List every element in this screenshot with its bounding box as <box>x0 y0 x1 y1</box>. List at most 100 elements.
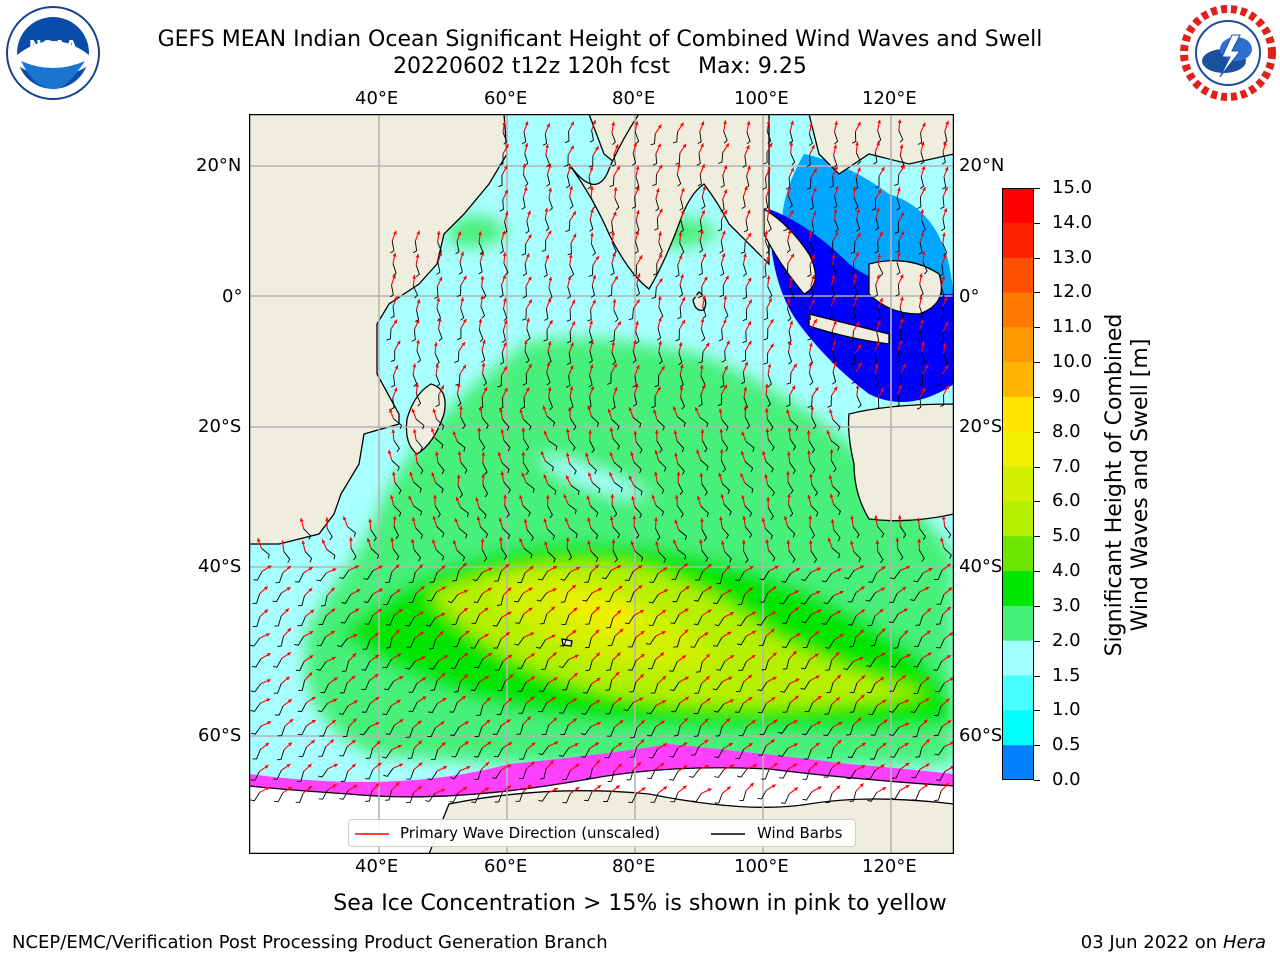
wave-direction-arrowhead <box>658 208 663 213</box>
wave-direction-arrowhead <box>674 519 678 524</box>
wave-direction-arrowhead <box>743 405 748 410</box>
wind-barb <box>789 438 797 451</box>
lon-tick-bottom-60E: 60°E <box>484 856 528 877</box>
wind-barb <box>720 175 725 188</box>
wind-barb <box>624 615 635 625</box>
wave-direction-arrowhead <box>523 340 528 344</box>
wind-barb <box>536 592 547 602</box>
wind-barb <box>629 681 637 693</box>
wind-barb <box>800 680 811 690</box>
wind-barb <box>809 241 814 254</box>
wave-direction-arrowhead <box>375 722 380 726</box>
wind-barb <box>427 727 436 738</box>
wave-direction-arrowhead <box>353 700 358 704</box>
wind-barb <box>934 746 945 756</box>
wave-direction-arrowhead <box>285 608 289 613</box>
wave-direction-arrowhead <box>597 721 601 726</box>
wave-direction-arrowhead <box>568 254 573 258</box>
wave-direction-arrowhead <box>748 674 752 679</box>
wave-direction-arrowhead <box>378 565 383 570</box>
wind-barb <box>385 725 395 735</box>
wave-direction-arrowhead <box>522 163 527 168</box>
wave-direction-arrowhead <box>635 320 639 325</box>
wind-barb <box>365 791 373 802</box>
wave-direction-arrowhead <box>527 276 532 281</box>
wind-barb <box>494 571 502 582</box>
wind-barb <box>658 351 663 365</box>
wave-direction-arrowhead <box>683 742 688 746</box>
wave-direction-arrowhead <box>393 319 398 324</box>
wave-direction-arrowhead <box>874 515 878 520</box>
colorbar-tick-mark <box>1034 675 1040 677</box>
wave-direction-arrowhead <box>771 697 776 701</box>
wind-barb <box>547 551 556 563</box>
wind-barb <box>940 196 945 210</box>
wave-direction-arrowhead <box>503 320 508 324</box>
wind-barb <box>849 791 857 803</box>
wave-direction-arrowhead <box>457 451 462 455</box>
wave-direction-arrowhead <box>566 428 570 433</box>
wind-barb <box>612 550 618 563</box>
wind-barb <box>779 769 789 779</box>
wave-direction-arrowhead <box>416 339 420 344</box>
wave-direction-arrowhead <box>792 651 797 655</box>
wave-direction-arrowhead <box>485 676 489 680</box>
colorbar-tick-mark <box>1034 571 1040 573</box>
wind-barb <box>701 528 708 542</box>
wind-barb <box>542 133 548 146</box>
wind-barb <box>777 724 789 734</box>
wave-direction-arrowhead <box>767 363 772 368</box>
wave-direction-arrowhead <box>354 565 359 569</box>
wind-barb <box>503 263 509 276</box>
wave-direction-arrowhead <box>748 697 753 701</box>
wind-barb <box>940 307 945 320</box>
wave-direction-arrowhead <box>836 761 841 766</box>
wind-barb <box>870 749 879 760</box>
wave-direction-arrowhead <box>853 273 858 278</box>
wave-direction-arrowhead <box>700 229 704 234</box>
wave-direction-arrowhead <box>618 763 622 768</box>
wind-barb <box>481 417 489 430</box>
wave-direction-arrowhead <box>706 653 710 658</box>
wind-barb <box>517 682 527 692</box>
wind-barb <box>939 331 944 344</box>
wave-direction-arrowhead <box>809 123 813 127</box>
wind-barb <box>933 726 943 737</box>
wave-direction-arrowhead <box>368 518 373 523</box>
wind-barb <box>742 263 747 277</box>
wave-direction-arrowhead <box>789 277 794 281</box>
wave-direction-legend-line <box>355 833 389 835</box>
wind-barb <box>763 308 769 321</box>
wind-barb <box>588 330 593 344</box>
wave-direction-arrowhead <box>747 277 752 282</box>
wind-barb <box>744 482 754 494</box>
wind-barb <box>767 374 772 387</box>
wave-direction-arrowhead <box>900 231 905 236</box>
wind-barb <box>452 570 460 582</box>
wave-direction-arrowhead <box>540 451 545 456</box>
wave-direction-arrowhead <box>543 430 548 435</box>
wave-direction-arrowhead <box>772 652 777 657</box>
wind-barb <box>679 374 684 388</box>
wave-direction-arrowhead <box>815 631 819 635</box>
wind-barb <box>251 658 262 668</box>
wind-barb <box>810 505 819 517</box>
wind-barb <box>944 526 952 539</box>
wind-barb <box>405 617 415 627</box>
wind-barb <box>856 219 861 232</box>
wind-barb <box>546 415 556 427</box>
wind-barb <box>809 526 816 539</box>
wave-direction-arrowhead <box>595 256 599 260</box>
wind-barb <box>548 198 553 212</box>
wave-direction-arrowhead <box>396 699 401 704</box>
wind-barb <box>828 306 833 320</box>
wind-barb <box>295 792 304 803</box>
wave-direction-arrowhead <box>331 608 336 613</box>
wind-barb <box>590 550 599 563</box>
wave-direction-arrowhead <box>683 765 688 769</box>
wave-direction-arrowhead <box>816 590 821 595</box>
wind-barb <box>611 504 618 518</box>
wave-direction-arrowhead <box>505 144 509 149</box>
wind-barb <box>848 331 854 343</box>
colorbar-tick-mark <box>1034 257 1040 259</box>
